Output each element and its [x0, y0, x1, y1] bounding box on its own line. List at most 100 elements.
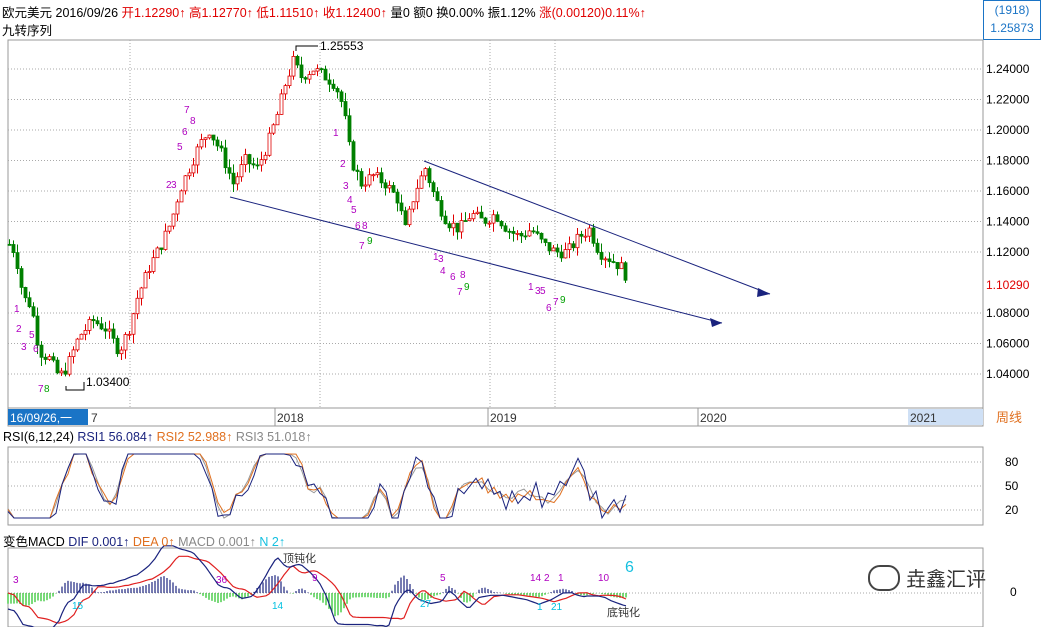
td-number: 7: [38, 384, 44, 395]
candle-body: [275, 114, 280, 126]
candle-body: [619, 262, 624, 270]
candle-body: [451, 222, 456, 229]
td-number: 7: [359, 241, 365, 252]
candle-body: [559, 251, 564, 259]
td-number: 8: [362, 221, 368, 232]
candle-body: [43, 356, 48, 360]
candle-body: [415, 187, 420, 203]
candle-body: [243, 154, 248, 166]
upper-trendline: [423, 160, 771, 295]
candle-body: [487, 222, 492, 225]
low-price: 低1.11510↑: [256, 6, 320, 20]
td-number: 8: [44, 384, 50, 395]
td-number: 6: [546, 303, 552, 314]
td-number: 1: [333, 128, 339, 139]
candle-body: [435, 191, 440, 201]
candle-body: [555, 247, 560, 253]
candle-body: [567, 243, 572, 250]
candle-body: [7, 243, 12, 246]
macd-number: 14: [530, 573, 542, 584]
candle-body: [283, 85, 288, 95]
candle-body: [219, 145, 224, 149]
candle-body: [335, 88, 340, 93]
time-label-2020: 2020: [700, 411, 727, 425]
td-number: 8: [460, 270, 466, 281]
candle-body: [259, 159, 264, 166]
macd-count-label: 6: [625, 559, 634, 576]
candle-body: [403, 210, 408, 226]
candle-body: [379, 172, 384, 184]
candle-body: [211, 134, 216, 141]
candle-body: [191, 164, 196, 174]
candle-body: [351, 141, 356, 171]
rsi1-line: [7, 453, 627, 520]
watermark: 垚鑫汇评: [868, 563, 986, 592]
candle-body: [327, 79, 332, 85]
td-number: 3: [343, 181, 349, 192]
close-price: 收1.12400↑: [322, 6, 387, 20]
period-label[interactable]: 周线: [996, 410, 1022, 425]
candle-body: [247, 154, 252, 165]
candle-body: [427, 168, 432, 184]
candle-body: [235, 176, 240, 185]
candle-body: [367, 174, 372, 186]
td-number: 3: [171, 180, 177, 191]
price-gridlines: [8, 40, 983, 408]
macd-number: 21: [551, 602, 563, 613]
candle-body: [463, 220, 468, 222]
candle-body: [491, 214, 496, 224]
candle-body: [151, 257, 156, 272]
macd-histogram: [7, 575, 627, 617]
open-price: 开1.12290↑: [121, 6, 186, 20]
time-label-2021: 2021: [910, 411, 937, 425]
macd-number: 14: [272, 601, 284, 612]
code-box[interactable]: (1918) 1.25873: [983, 0, 1041, 40]
td-number: 5: [351, 205, 357, 216]
time-label-2018: 2018: [277, 411, 304, 425]
watermark-text: 垚鑫汇评: [906, 569, 986, 591]
td-number: 5: [29, 330, 35, 341]
candle-body: [139, 287, 144, 299]
candle-body: [27, 297, 32, 308]
price-tick: 1.08000: [986, 306, 1030, 320]
candle-body: [503, 225, 508, 232]
candle-body: [519, 232, 524, 237]
td-number: 6: [450, 272, 456, 283]
candle-body: [179, 190, 184, 203]
candle-body: [447, 223, 452, 229]
td-number: 9: [464, 282, 470, 293]
macd-number: 5: [440, 573, 446, 584]
candle-body: [547, 242, 552, 252]
candle-body: [307, 74, 312, 80]
amplitude: 振1.12%: [487, 6, 536, 20]
candle-body: [539, 232, 544, 240]
candle-body: [171, 213, 176, 227]
candle-body: [599, 252, 604, 260]
candle-body: [315, 68, 320, 72]
candle-body: [483, 217, 488, 224]
candle-body: [395, 191, 400, 204]
candle-body: [591, 227, 596, 244]
candle-body: [231, 172, 236, 185]
symbol-name: 欧元美元: [2, 6, 53, 20]
price-tick: 1.06000: [986, 337, 1030, 351]
candle-body: [55, 359, 60, 374]
price-panel-frame: [7, 39, 984, 409]
last-price-bg: [985, 276, 1039, 292]
candle-body: [299, 64, 304, 79]
td-number: 8: [190, 116, 196, 127]
lower-trendline-arrow: [710, 318, 722, 327]
candle-body: [579, 233, 584, 237]
candle-body: [183, 175, 188, 192]
candle-body: [127, 333, 132, 336]
candle-body: [223, 147, 228, 169]
candle-body: [507, 230, 512, 233]
macd-number: 2: [544, 573, 550, 584]
candle-body: [279, 93, 284, 115]
candle-body: [175, 201, 180, 215]
candle-body: [59, 370, 64, 374]
td-number: 3: [535, 286, 541, 297]
macd-number: 1: [537, 602, 543, 613]
